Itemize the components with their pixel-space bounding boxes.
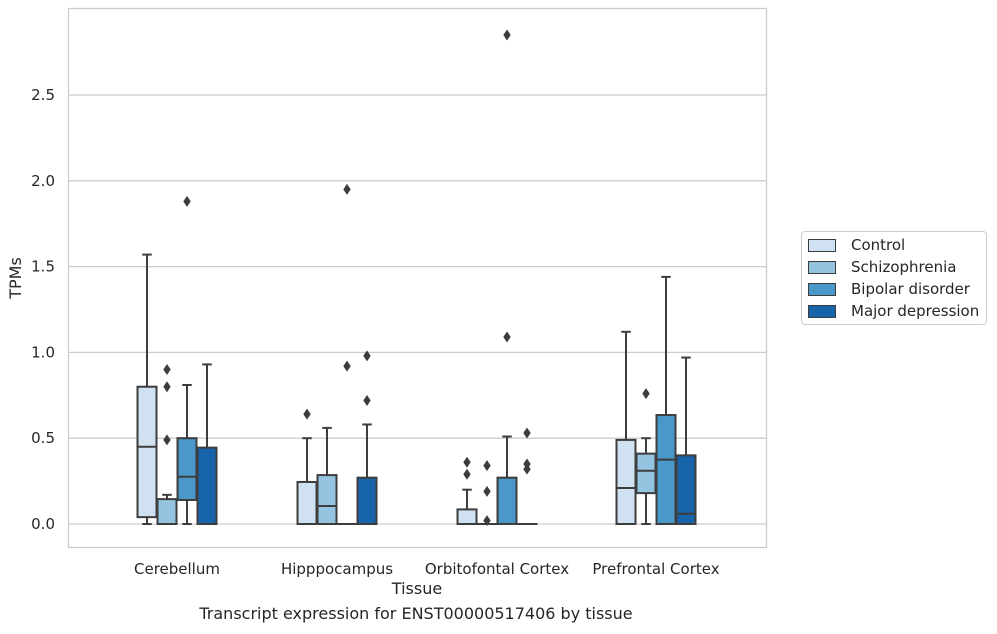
- outlier-point: [163, 381, 171, 393]
- box-iqr: [136, 385, 158, 519]
- box-iqr: [635, 452, 657, 495]
- box-schizophrenia-3: [635, 388, 657, 525]
- box-iqr: [356, 476, 378, 525]
- box-iqr: [655, 414, 677, 525]
- outlier-point: [463, 456, 471, 468]
- outlier-point: [642, 388, 650, 400]
- box-iqr: [176, 437, 198, 501]
- box-control-3: [615, 330, 637, 525]
- outlier-point: [503, 331, 511, 343]
- box-iqr: [156, 498, 178, 526]
- box-control-0: [136, 253, 158, 525]
- outlier-point: [463, 468, 471, 480]
- box-major-depression-2: [516, 427, 538, 526]
- legend-item-schizophrenia: Schizophrenia: [808, 257, 956, 277]
- outlier-point: [163, 434, 171, 446]
- box-major-depression-0: [196, 363, 218, 525]
- outlier-point: [483, 460, 491, 472]
- box-iqr: [456, 508, 478, 526]
- x-axis-label: Tissue: [391, 579, 442, 598]
- box-control-1: [296, 408, 318, 526]
- legend-swatch-schizophrenia: [808, 260, 836, 274]
- legend-label-major-depression: Major depression: [851, 302, 980, 320]
- legend-swatch-control: [808, 238, 836, 252]
- box-major-depression-1: [356, 350, 378, 525]
- outlier-point: [363, 394, 371, 406]
- box-control-2: [456, 456, 478, 526]
- outlier-point: [183, 195, 191, 207]
- y-tick-label: 1.0: [31, 343, 55, 361]
- outlier-point: [363, 350, 371, 362]
- y-tick-label: 2.5: [31, 86, 55, 104]
- box-schizophrenia-1: [316, 426, 338, 525]
- x-tick-label: Hipppocampus: [281, 560, 393, 578]
- x-tick-label: Prefrontal Cortex: [592, 560, 719, 578]
- box-iqr: [316, 474, 338, 525]
- box-major-depression-3: [675, 356, 697, 525]
- y-tick-label: 1.5: [31, 258, 55, 276]
- outlier-point: [483, 515, 491, 527]
- outlier-point: [523, 458, 531, 470]
- plot-marks: [136, 29, 697, 527]
- legend: Control Schizophrenia Bipolar disorder M…: [801, 231, 987, 325]
- outlier-point: [523, 427, 531, 439]
- legend-label-schizophrenia: Schizophrenia: [851, 258, 957, 276]
- legend-item-bipolar-disorder: Bipolar disorder: [808, 279, 970, 299]
- legend-swatch-bipolar-disorder: [808, 282, 836, 296]
- legend-label-bipolar-disorder: Bipolar disorder: [851, 280, 970, 298]
- box-bipolar-disorder-0: [176, 195, 198, 525]
- x-tick-labels: Cerebellum Hipppocampus Orbitofontal Corte…: [134, 560, 720, 578]
- box-bipolar-disorder-2: [496, 29, 518, 525]
- legend-label-control: Control: [851, 236, 906, 254]
- box-bipolar-disorder-3: [655, 275, 677, 525]
- outlier-point: [343, 360, 351, 372]
- y-tick-label: 2.0: [31, 172, 55, 190]
- plot-area-frame: [67, 7, 768, 549]
- figure-caption: Transcript expression for ENST0000051740…: [199, 604, 633, 623]
- outlier-point: [163, 364, 171, 376]
- box-iqr: [615, 438, 637, 525]
- x-tick-label: Cerebellum: [134, 560, 220, 578]
- outlier-point: [503, 29, 511, 41]
- y-tick-label: 0.5: [31, 429, 55, 447]
- x-tick-label: Orbitofontal Cortex: [425, 560, 569, 578]
- y-axis-label: TPMs: [6, 257, 25, 300]
- outlier-point: [483, 485, 491, 497]
- box-iqr: [196, 446, 218, 525]
- box-schizophrenia-0: [156, 364, 178, 526]
- box-schizophrenia-2: [476, 460, 498, 527]
- legend-item-control: Control: [808, 235, 905, 255]
- outlier-point: [343, 183, 351, 195]
- outlier-point: [303, 408, 311, 420]
- y-tick-label: 0.0: [31, 515, 55, 533]
- legend-item-major-depression: Major depression: [808, 301, 979, 321]
- box-iqr: [675, 454, 697, 525]
- box-bipolar-disorder-1: [336, 183, 358, 526]
- y-tick-labels: 0.0 0.5 1.0 1.5 2.0 2.5: [31, 86, 55, 533]
- legend-swatch-major-depression: [808, 304, 836, 318]
- box-iqr: [496, 476, 518, 525]
- box-iqr: [296, 480, 318, 526]
